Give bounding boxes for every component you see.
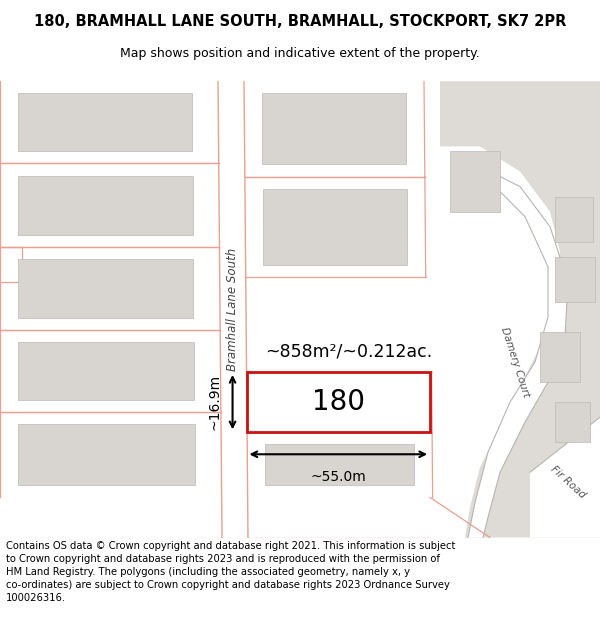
Bar	[555, 402, 590, 442]
Polygon shape	[530, 417, 600, 538]
Text: ~858m²/~0.212ac.: ~858m²/~0.212ac.	[265, 343, 432, 361]
Text: Damery Court: Damery Court	[499, 326, 531, 398]
Bar	[18, 93, 192, 151]
Bar	[540, 332, 580, 382]
Bar	[18, 259, 193, 318]
Polygon shape	[440, 81, 600, 538]
Text: ~55.0m: ~55.0m	[310, 471, 366, 484]
Text: 180: 180	[312, 388, 365, 416]
Text: Fir Road: Fir Road	[548, 464, 587, 501]
Bar	[18, 342, 194, 400]
Text: 180, BRAMHALL LANE SOUTH, BRAMHALL, STOCKPORT, SK7 2PR: 180, BRAMHALL LANE SOUTH, BRAMHALL, STOC…	[34, 14, 566, 29]
Polygon shape	[218, 81, 248, 538]
Bar	[265, 444, 414, 486]
Bar	[262, 93, 406, 164]
Bar	[265, 384, 413, 420]
Polygon shape	[455, 171, 568, 538]
Bar	[247, 372, 430, 432]
Text: Bramhall Lane South: Bramhall Lane South	[227, 248, 239, 371]
Bar	[450, 151, 500, 212]
Text: Contains OS data © Crown copyright and database right 2021. This information is : Contains OS data © Crown copyright and d…	[6, 541, 455, 603]
Text: ~16.9m: ~16.9m	[208, 374, 221, 430]
Bar	[18, 176, 193, 234]
Bar	[18, 424, 195, 486]
Bar	[263, 189, 407, 265]
Bar	[555, 197, 593, 242]
Bar	[555, 257, 595, 302]
Text: Map shows position and indicative extent of the property.: Map shows position and indicative extent…	[120, 48, 480, 61]
